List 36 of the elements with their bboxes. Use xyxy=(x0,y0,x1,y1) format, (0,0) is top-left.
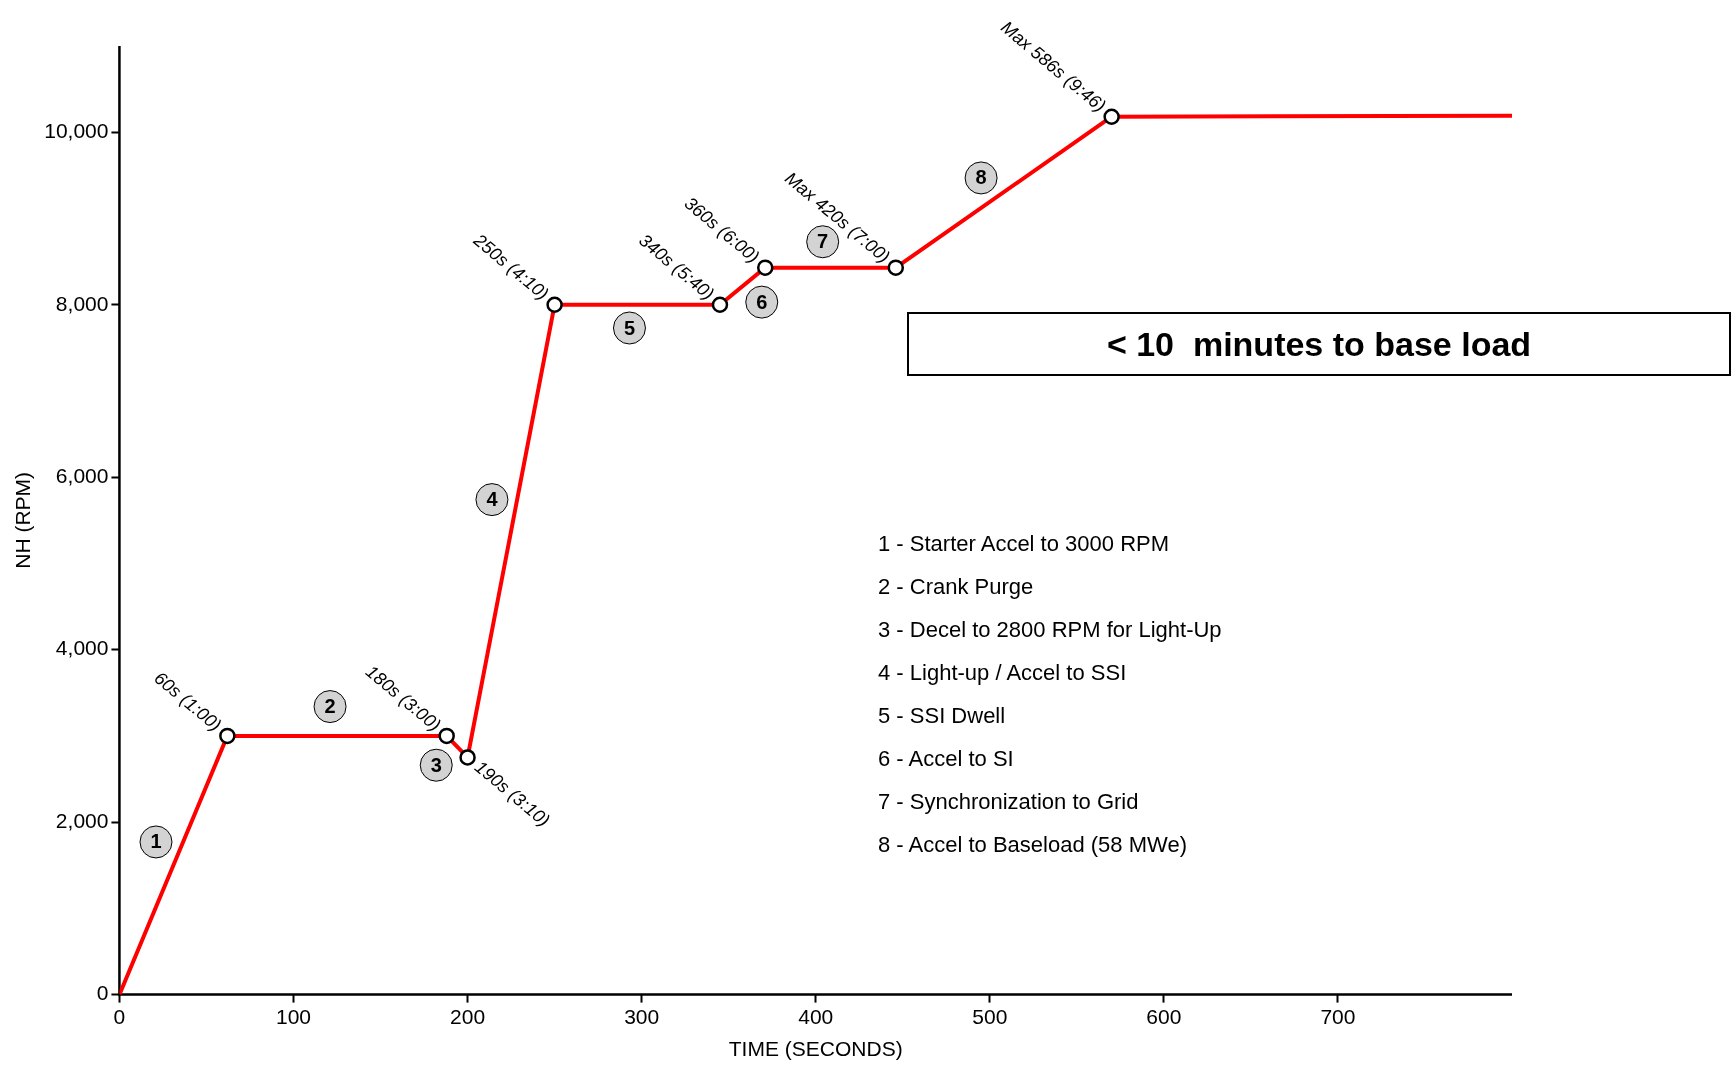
x-tick-label: 500 xyxy=(972,1005,1008,1028)
y-tick-label: 2,000 xyxy=(55,808,109,832)
annotation: 6 - Accel to SI xyxy=(878,745,1015,773)
annotation: 4 xyxy=(486,488,499,511)
x-tick-label: 300 xyxy=(624,1005,660,1028)
x-tick-label: 700 xyxy=(1320,1005,1356,1028)
annotation: 5 - SSI Dwell xyxy=(878,702,1007,730)
annotation: 8 - Accel to Baseload (58 MWe) xyxy=(878,831,1188,859)
x-tick-label: 400 xyxy=(798,1005,834,1028)
x-tick-label: 0 xyxy=(113,1005,126,1028)
annotation: 5 xyxy=(623,316,636,339)
annotation: 7 - Synchronization to Grid xyxy=(878,788,1140,816)
y-axis-title: NH (RPM) xyxy=(11,471,35,569)
annotation: 1 - Starter Accel to 3000 RPM xyxy=(878,530,1171,558)
annotation: 2 xyxy=(324,695,336,718)
point xyxy=(459,749,476,766)
x-axis-title: TIME (SECONDS) xyxy=(728,1037,903,1061)
point xyxy=(546,296,563,313)
annotation: 3 xyxy=(430,753,442,776)
x-tick-label: 200 xyxy=(450,1005,486,1028)
annotation: < 10 minutes to base load xyxy=(907,312,1731,376)
y-tick-label: 4,000 xyxy=(55,636,109,660)
annotation: 8 xyxy=(975,166,987,189)
y-tick-label: 6,000 xyxy=(55,463,109,487)
annotation: 6 xyxy=(756,290,768,313)
annotation: 1 xyxy=(150,830,162,853)
x-tick-label: 600 xyxy=(1146,1005,1182,1028)
annotation: 4 - Light-up / Accel to SSI xyxy=(878,659,1128,687)
y-tick-label: 0 xyxy=(96,981,109,1005)
annotation: 2 - Crank Purge xyxy=(878,573,1035,601)
y-tick-label: 10,000 xyxy=(44,119,109,143)
annotation: 7 xyxy=(817,230,829,253)
annotation: 3 - Decel to 2800 RPM for Light-Up xyxy=(878,616,1222,644)
y-tick-label: 8,000 xyxy=(55,291,109,315)
point xyxy=(219,727,236,745)
x-tick-label: 100 xyxy=(275,1005,312,1028)
